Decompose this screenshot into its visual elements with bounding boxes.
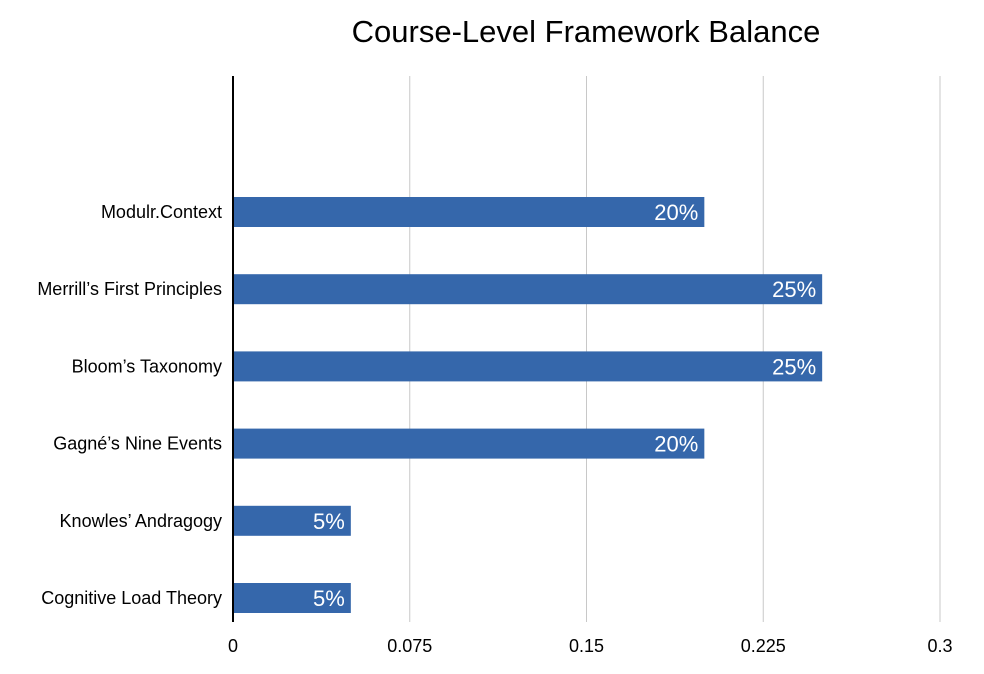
category-label: Gagné’s Nine Events [53,434,222,454]
bar [234,583,351,613]
x-tick-label: 0.3 [927,636,952,656]
x-tick-label: 0.15 [569,636,604,656]
data-label: 5% [313,509,345,534]
x-tick-label: 0 [228,636,238,656]
data-label: 5% [313,586,345,611]
bar [234,351,823,382]
data-label: 25% [772,277,816,302]
chart-title: Course-Level Framework Balance [351,14,821,49]
x-tick-label: 0.225 [741,636,786,656]
data-label: 20% [654,432,698,457]
bar [234,428,705,459]
category-label: Knowles’ Andragogy [60,511,222,531]
data-label: 20% [654,200,698,225]
bar [234,197,705,227]
category-label: Bloom’s Taxonomy [72,356,222,376]
category-label: Merrill’s First Principles [37,279,222,299]
category-label: Modulr.Context [101,202,222,222]
category-label: Cognitive Load Theory [41,588,222,608]
data-label: 25% [772,354,816,379]
bar [234,274,823,305]
x-tick-label: 0.075 [387,636,432,656]
bar [234,505,351,536]
